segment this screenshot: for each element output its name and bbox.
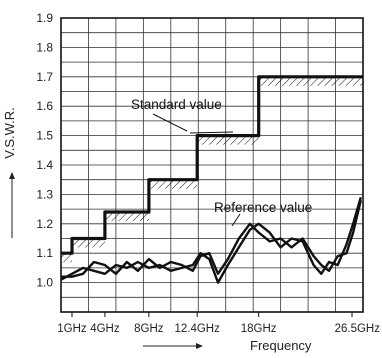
x-tick-label: 4GHz <box>90 323 120 335</box>
x-tick-label: 18GHz <box>241 323 277 335</box>
x-tick-label: 26.5GHz <box>335 323 381 335</box>
y-tick-label: 1.2 <box>36 217 53 231</box>
x-tick-labels: 1GHz 4GHz 8GHz 12.4GHz 18GHz 26.5GHz <box>57 312 380 335</box>
y-tick-label: 1.5 <box>36 129 53 143</box>
y-tick-label: 1.6 <box>36 99 53 113</box>
x-tick-label: 12.4GHz <box>174 323 220 335</box>
standard-hatch-segment <box>197 135 259 145</box>
standard-hatch-segment <box>71 238 105 248</box>
standard-value-leader <box>152 113 188 132</box>
standard-hatch <box>61 76 363 263</box>
x-axis-arrowhead <box>196 343 203 349</box>
x-axis-label: Frequency <box>250 338 312 353</box>
reference-value-line-2 <box>61 200 362 278</box>
y-tick-label: 1.9 <box>36 11 53 25</box>
reference-value-line <box>60 196 362 284</box>
y-tick-label: 1.1 <box>36 246 53 260</box>
standard-hatch-segment <box>258 76 363 86</box>
y-tick-label: 1.7 <box>36 70 53 84</box>
reference-value-label: Reference value <box>214 200 312 215</box>
x-tick-label: 8GHz <box>134 323 164 335</box>
standard-hatch-segment <box>104 212 149 222</box>
y-tick-label: 1.8 <box>36 40 53 54</box>
standard-hatch-segment <box>148 179 198 189</box>
y-tick-labels: 1.0 1.1 1.2 1.3 1.4 1.5 1.6 1.7 1.8 1.9 <box>36 11 53 290</box>
y-axis-arrowhead <box>9 172 15 179</box>
standard-value-label: Standard value <box>131 97 222 112</box>
standard-hatch-segment <box>61 253 72 263</box>
standard-value-line <box>61 75 363 255</box>
reference-value-leader <box>231 213 241 227</box>
y-axis-label: V.S.W.R. <box>2 107 17 159</box>
x-tick-label: 1GHz <box>57 323 87 335</box>
y-tick-label: 1.0 <box>36 276 53 290</box>
series-group <box>60 75 363 284</box>
standard-value-leader-2 <box>189 131 234 134</box>
plot-frame <box>60 17 364 313</box>
y-tick-label: 1.4 <box>36 158 53 172</box>
y-tick-label: 1.3 <box>36 187 53 201</box>
